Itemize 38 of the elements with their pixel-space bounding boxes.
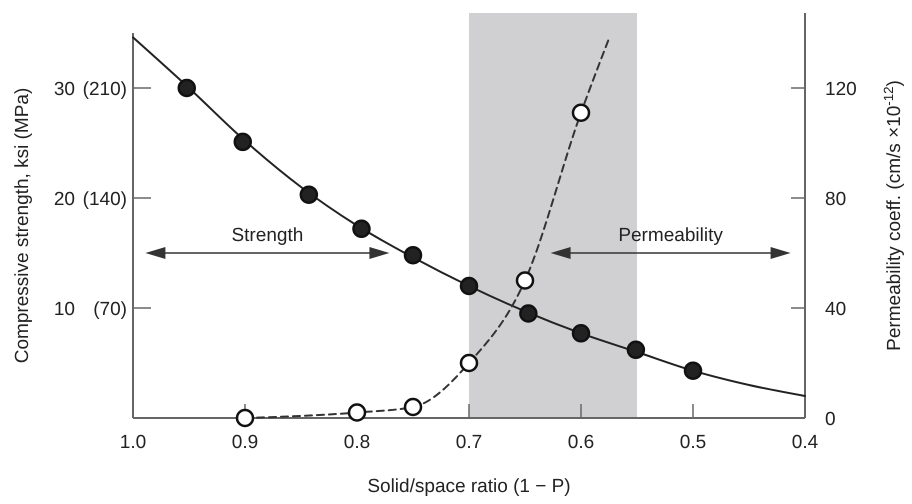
x-tick-label: 0.4 <box>792 432 819 453</box>
point <box>572 324 590 343</box>
annotation: Permeability <box>618 225 724 246</box>
point <box>519 304 538 323</box>
line-series <box>132 36 806 397</box>
point <box>404 246 422 264</box>
x-tick-label: 1.0 <box>120 432 146 453</box>
y-tick-label: 20 <box>54 189 75 210</box>
point <box>684 361 702 380</box>
point <box>300 185 318 204</box>
point <box>460 354 478 372</box>
annotation: Strength <box>231 225 304 246</box>
point <box>236 408 254 428</box>
point <box>352 220 371 238</box>
point <box>178 78 196 98</box>
point <box>234 132 252 152</box>
point <box>404 398 422 416</box>
x-tick-label: 0.5 <box>680 432 706 453</box>
x-tick-label: 0.9 <box>232 432 258 453</box>
y-tick-label: 30 <box>54 79 75 100</box>
y3-tick-label: (140) <box>82 189 127 210</box>
x-tick-label: 0.7 <box>456 432 482 453</box>
point <box>348 403 366 422</box>
x-tick-label: 0.8 <box>344 432 370 453</box>
point <box>572 104 590 122</box>
y-axis-title: Compressive strength, ksi (MPa) <box>12 88 33 364</box>
y2-tick-label: 40 <box>825 299 846 320</box>
y3-tick-label: (70) <box>93 299 127 320</box>
point <box>460 276 478 296</box>
point <box>626 340 646 360</box>
y2-tick-label: 0 <box>825 409 836 430</box>
y-tick-label: 10 <box>54 299 75 320</box>
x-tick-label: 0.6 <box>568 432 594 453</box>
y2-tick-label: 80 <box>825 189 846 210</box>
x-axis-title: Solid/space ratio (1 − P) <box>367 476 571 497</box>
y2-tick-label: 120 <box>825 79 857 100</box>
point <box>516 271 534 290</box>
y3-tick-label: (210) <box>82 79 127 100</box>
